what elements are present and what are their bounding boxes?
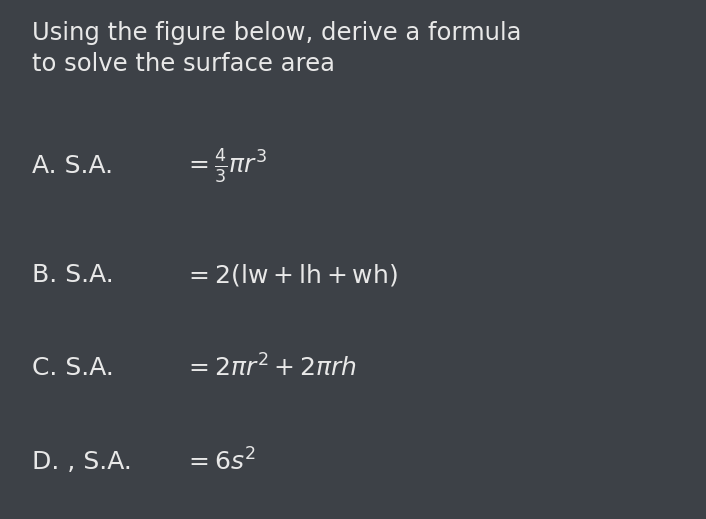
Text: D. , S.A.: D. , S.A. xyxy=(32,450,131,474)
Text: $= 2(\mathrm{lw} + \mathrm{lh} + \mathrm{wh})$: $= 2(\mathrm{lw} + \mathrm{lh} + \mathrm… xyxy=(184,262,397,288)
Text: A. S.A.: A. S.A. xyxy=(32,154,113,178)
Text: C. S.A.: C. S.A. xyxy=(32,357,114,380)
Text: B. S.A.: B. S.A. xyxy=(32,263,114,287)
Text: $= \frac{4}{3}\pi r^3$: $= \frac{4}{3}\pi r^3$ xyxy=(184,147,267,185)
Text: $= 6s^2$: $= 6s^2$ xyxy=(184,448,256,475)
Text: Using the figure below, derive a formula
to solve the surface area: Using the figure below, derive a formula… xyxy=(32,21,521,76)
Text: $= 2\pi r^2 + 2\pi r h$: $= 2\pi r^2 + 2\pi r h$ xyxy=(184,355,357,382)
